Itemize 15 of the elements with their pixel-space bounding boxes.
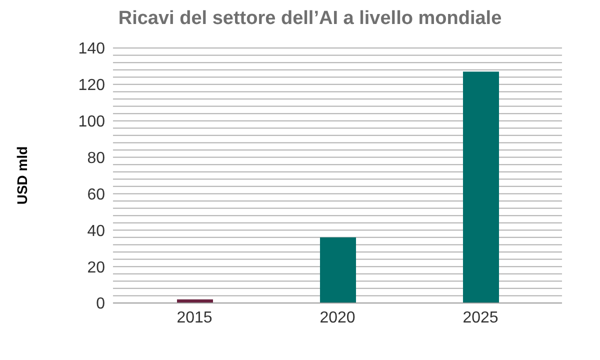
bar: [320, 237, 356, 303]
y-tick-label: 0: [96, 296, 106, 313]
bar: [463, 72, 499, 303]
x-tick-label: 2015: [176, 309, 212, 326]
y-tick-label: 60: [87, 186, 106, 204]
y-tick-label: 20: [87, 259, 106, 276]
y-tick-label: 140: [78, 40, 106, 58]
y-tick-label: 40: [87, 222, 106, 240]
y-axis-title: USD mld: [14, 146, 30, 205]
y-tick-label: 100: [78, 114, 106, 131]
y-tick-label: 80: [87, 150, 106, 167]
x-tick-label: 2025: [462, 309, 498, 326]
chart-title: Ricavi del settore dell’AI a livello mondiale: [117, 8, 503, 30]
y-tick-label: 120: [78, 77, 106, 94]
x-tick-label: 2020: [320, 309, 356, 326]
